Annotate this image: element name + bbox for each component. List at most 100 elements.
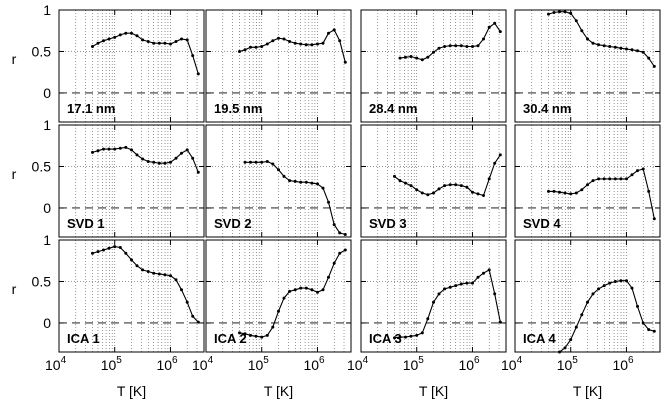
panel-label: 30.4 nm bbox=[523, 101, 571, 116]
data-point bbox=[404, 55, 407, 59]
data-point bbox=[613, 177, 617, 181]
x-tick-label: 104 bbox=[501, 355, 523, 373]
data-point bbox=[482, 194, 485, 197]
data-point bbox=[152, 160, 156, 164]
x-tick-label: 105 bbox=[557, 355, 579, 373]
x-tick-label: 106 bbox=[612, 355, 634, 373]
data-point bbox=[471, 45, 474, 48]
series-line bbox=[92, 146, 199, 173]
panel-frame bbox=[360, 239, 507, 353]
data-point bbox=[260, 45, 264, 48]
data-point bbox=[586, 300, 589, 304]
data-point bbox=[432, 191, 435, 195]
data-point bbox=[636, 169, 639, 173]
panel-frame bbox=[514, 9, 661, 123]
panel-12: ICA 4 bbox=[514, 239, 661, 354]
data-point bbox=[471, 281, 474, 285]
data-point bbox=[426, 317, 430, 321]
data-point bbox=[471, 190, 474, 194]
data-point bbox=[641, 167, 645, 171]
data-point bbox=[343, 60, 347, 64]
data-point bbox=[597, 287, 601, 291]
data-point bbox=[563, 346, 567, 350]
data-point bbox=[107, 246, 111, 250]
panel-label: SVD 4 bbox=[523, 216, 561, 231]
data-point bbox=[652, 329, 656, 333]
data-point bbox=[625, 177, 628, 181]
data-point bbox=[558, 10, 561, 14]
data-point bbox=[552, 189, 556, 193]
data-point bbox=[398, 56, 402, 60]
y-axis-label: r bbox=[12, 51, 17, 67]
data-point bbox=[169, 42, 172, 46]
data-point bbox=[409, 334, 413, 338]
data-point bbox=[288, 179, 292, 183]
data-point bbox=[482, 271, 485, 275]
data-point bbox=[191, 156, 195, 160]
data-point bbox=[591, 179, 595, 183]
data-point bbox=[563, 191, 567, 195]
data-point bbox=[299, 180, 303, 184]
data-point bbox=[420, 331, 424, 335]
data-point bbox=[265, 333, 269, 337]
data-point bbox=[124, 251, 128, 255]
data-point bbox=[432, 300, 435, 304]
data-point bbox=[185, 148, 189, 152]
panel-10: ICA 2 bbox=[205, 239, 352, 353]
data-point bbox=[332, 28, 336, 32]
data-point bbox=[163, 161, 167, 165]
data-point bbox=[174, 40, 178, 43]
panel-5: SVD 1 bbox=[58, 124, 205, 238]
data-point bbox=[454, 183, 458, 187]
data-point bbox=[91, 45, 94, 48]
data-point bbox=[96, 250, 100, 254]
data-point bbox=[432, 50, 435, 54]
x-tick-label: 106 bbox=[156, 355, 178, 373]
panel-frame bbox=[205, 124, 352, 238]
panel-frame bbox=[514, 124, 661, 238]
data-point bbox=[641, 321, 645, 325]
data-point bbox=[316, 182, 319, 186]
data-point bbox=[191, 54, 195, 58]
data-point bbox=[437, 292, 441, 296]
data-point bbox=[146, 160, 150, 163]
data-point bbox=[641, 50, 645, 54]
data-point bbox=[448, 285, 452, 289]
data-point bbox=[338, 251, 342, 255]
data-point bbox=[316, 290, 319, 294]
data-point bbox=[443, 184, 447, 188]
data-point bbox=[102, 147, 105, 151]
data-point bbox=[102, 248, 105, 252]
data-point bbox=[443, 287, 447, 291]
data-point bbox=[563, 10, 567, 14]
y-tick-label: 0.5 bbox=[32, 158, 52, 174]
data-point bbox=[141, 38, 145, 42]
data-point bbox=[254, 334, 258, 338]
data-point bbox=[619, 46, 623, 50]
panel-frame bbox=[205, 239, 352, 353]
data-point bbox=[113, 35, 117, 39]
data-point bbox=[343, 233, 347, 236]
data-point bbox=[265, 42, 269, 46]
x-tick-label: 105 bbox=[403, 355, 425, 373]
data-point bbox=[437, 46, 441, 50]
x-tick-label: 105 bbox=[248, 355, 270, 373]
data-point bbox=[574, 19, 578, 23]
data-point bbox=[443, 45, 447, 48]
data-point bbox=[465, 281, 469, 285]
data-point bbox=[260, 335, 264, 339]
data-point bbox=[558, 190, 561, 194]
x-tick-label: 106 bbox=[458, 355, 480, 373]
panel-frame bbox=[58, 239, 205, 353]
data-point bbox=[180, 288, 183, 292]
data-point bbox=[277, 36, 280, 40]
data-point bbox=[465, 185, 469, 189]
data-point bbox=[487, 177, 491, 181]
data-point bbox=[130, 258, 133, 262]
data-point bbox=[174, 278, 178, 282]
data-point bbox=[498, 153, 502, 157]
data-point bbox=[107, 37, 111, 41]
panel-7: SVD 3 bbox=[360, 124, 507, 238]
series-line bbox=[92, 246, 199, 323]
data-point bbox=[597, 43, 601, 47]
